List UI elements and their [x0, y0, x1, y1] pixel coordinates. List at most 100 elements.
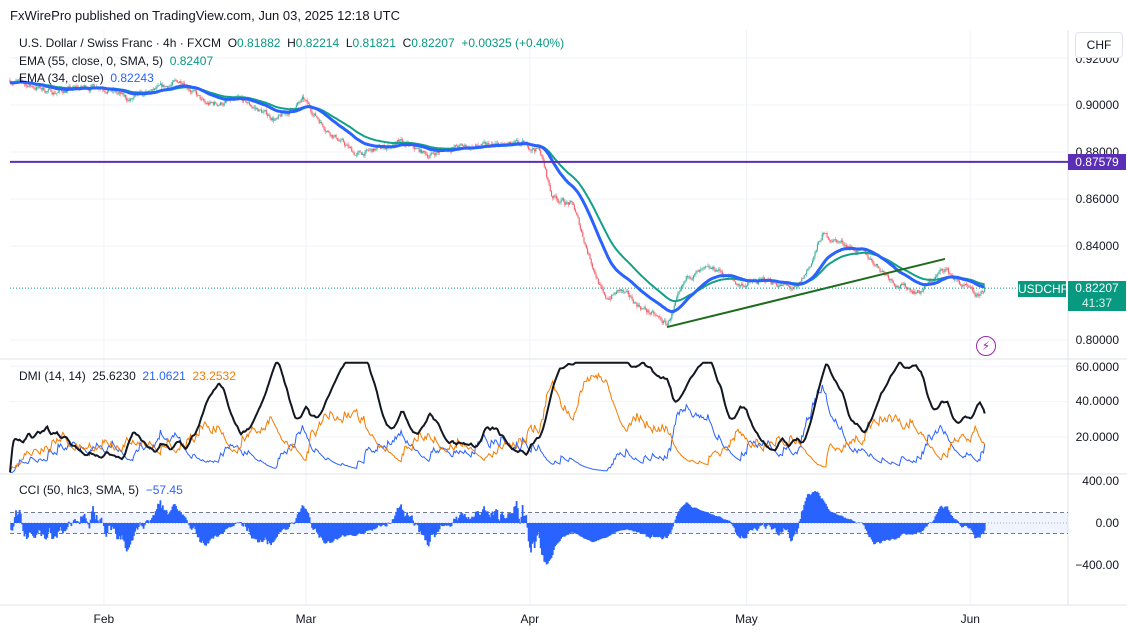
cci-bar [337, 523, 340, 539]
cci-label: CCI (50, hlc3, SMA, 5) [19, 483, 140, 497]
candle-body [874, 265, 876, 267]
cci-bar [352, 523, 354, 536]
cci-bar [698, 509, 701, 523]
cci-bar [368, 523, 371, 531]
cci-bar [938, 508, 940, 523]
cci-bar [621, 523, 624, 531]
currency-button[interactable]: CHF [1075, 32, 1123, 58]
candle-body [599, 284, 601, 285]
candle-body [587, 248, 589, 254]
cci-bar [639, 523, 642, 534]
candle-body [286, 113, 288, 115]
candle-body [413, 146, 415, 150]
candle-body [121, 92, 123, 94]
cci-bar [923, 523, 926, 529]
candle-body [129, 98, 131, 101]
cci-bar [114, 523, 117, 534]
cci-bar [512, 513, 514, 523]
candle-body [199, 95, 201, 99]
candle-body [134, 94, 136, 97]
candle-body [833, 239, 835, 241]
cci-bar [327, 523, 330, 542]
candle-body [653, 311, 655, 315]
symbol-legend[interactable]: U.S. Dollar / Swiss Franc · 4h · FXCM O0… [19, 36, 564, 50]
cci-bar [435, 523, 437, 535]
candle-body [44, 90, 46, 93]
cci-bar [385, 523, 388, 527]
lightning-icon[interactable]: ⚡︎ [976, 336, 996, 356]
candle-body [938, 271, 940, 274]
cci-bar [391, 519, 394, 523]
cci-bar [149, 519, 152, 523]
cci-legend[interactable]: CCI (50, hlc3, SMA, 5) −57.45 [19, 483, 183, 497]
candle-body [358, 151, 360, 153]
cci-bar [945, 506, 948, 523]
cci-bar [622, 523, 625, 531]
candle-body [532, 148, 535, 150]
candle-body [774, 282, 776, 284]
cci-bar [319, 523, 322, 537]
cci-bar [288, 523, 291, 528]
cci-bar [165, 509, 168, 523]
candle-body [826, 233, 828, 237]
cci-bar [681, 506, 684, 523]
cci-bar [803, 504, 806, 523]
candle-body [522, 140, 524, 142]
candle-body [259, 109, 261, 111]
candle-body [618, 289, 620, 291]
cci-bar [141, 523, 144, 527]
cci-bar [176, 509, 179, 523]
cci-bar [850, 519, 853, 523]
candle-body [720, 270, 722, 273]
candle-body [455, 145, 458, 147]
candle-body [979, 293, 981, 296]
candle-body [809, 266, 811, 268]
cci-bar [818, 495, 821, 523]
candle-body [824, 232, 826, 234]
cci-tick: 400.00 [1082, 474, 1119, 488]
cci-bar [225, 523, 228, 529]
cci-bar [527, 523, 530, 542]
cci-bar [509, 513, 512, 523]
cci-bar [183, 516, 186, 523]
candle-body [92, 84, 94, 86]
cci-bar [764, 523, 767, 529]
cci-bar [246, 523, 248, 531]
cci-bar [920, 523, 922, 533]
cci-bar [907, 523, 910, 534]
cci-bar [383, 523, 386, 525]
candle-body [547, 177, 549, 180]
cci-bar [869, 523, 872, 538]
ema34-legend[interactable]: EMA (34, close) 0.82243 [19, 71, 154, 85]
cci-bar [722, 519, 725, 523]
candle-body [630, 296, 632, 298]
candle-body [120, 92, 122, 94]
cci-bar [765, 523, 768, 527]
candle-body [271, 118, 273, 121]
dmi-legend[interactable]: DMI (14, 14) 25.6230 21.0621 23.2532 [19, 369, 236, 383]
cci-bar [832, 512, 834, 523]
cci-bar [93, 512, 96, 523]
candle-body [686, 276, 689, 278]
candle-body [645, 309, 648, 312]
cci-bar [40, 523, 43, 537]
candle-body [810, 263, 813, 267]
candle-body [491, 143, 494, 145]
cci-bar [486, 511, 489, 523]
cci-tick: −400.00 [1075, 558, 1119, 572]
cci-bar [953, 519, 956, 523]
cci-bar [844, 517, 847, 523]
candle-body [661, 320, 663, 324]
candle-body [349, 147, 352, 148]
candle-body [827, 236, 829, 240]
cci-bar [202, 523, 205, 544]
candle-body [910, 291, 912, 293]
cci-bar [775, 523, 778, 533]
cci-bar [614, 523, 617, 533]
ema55-legend[interactable]: EMA (55, close, 0, SMA, 5) 0.82407 [19, 54, 213, 68]
cci-bar [892, 523, 895, 539]
candle-body [747, 282, 749, 286]
cci-bar [506, 517, 508, 523]
cci-bar [425, 523, 428, 541]
